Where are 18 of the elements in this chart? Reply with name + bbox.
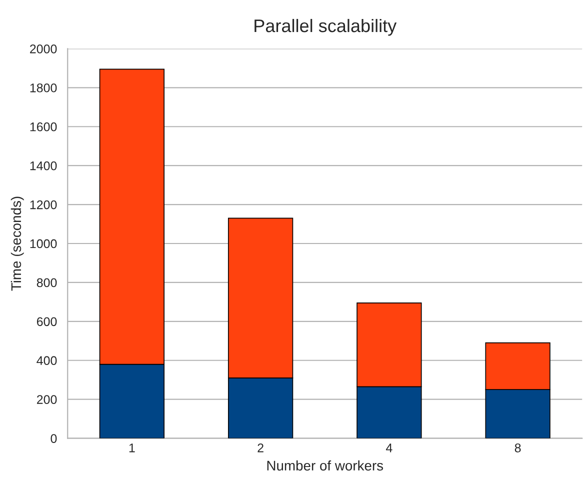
y-tick-label: 400 <box>36 356 57 366</box>
x-tick-label: 1 <box>129 444 135 452</box>
y-tick-label: 1200 <box>30 200 57 210</box>
x-tick-label: 8 <box>514 443 521 452</box>
chart-title: Parallel scalability <box>254 18 397 36</box>
y-tick-label: 0 <box>50 434 57 443</box>
y-tick-label: 600 <box>36 317 57 326</box>
y-tick-label: 2000 <box>30 44 57 54</box>
x-axis-title: Number of workers <box>267 460 384 471</box>
y-tick-label: 1400 <box>30 161 57 170</box>
x-tick-label: 4 <box>386 444 392 452</box>
x-tick-label: 2 <box>258 443 264 452</box>
y-tick-label: 1000 <box>30 239 57 248</box>
y-tick-label: 1600 <box>30 122 57 132</box>
y-tick-label: 800 <box>36 278 57 288</box>
y-tick-label: 1800 <box>30 83 57 92</box>
y-axis-title: Time (seconds) <box>10 196 24 291</box>
y-tick-label: 200 <box>36 395 57 404</box>
